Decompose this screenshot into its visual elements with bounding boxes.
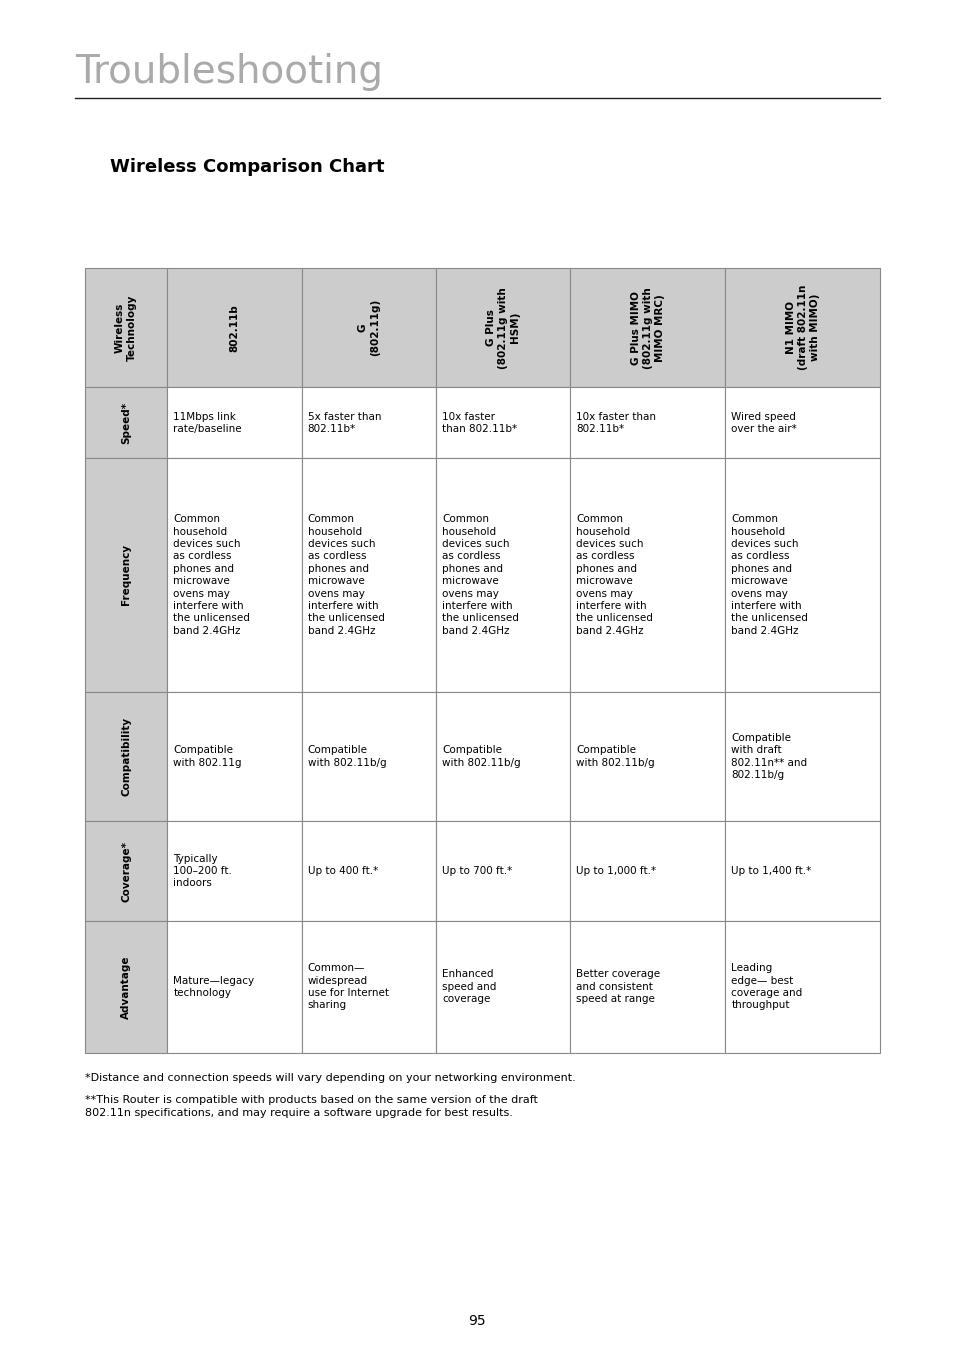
Bar bbox=[724, 822, 879, 921]
Text: Up to 1,000 ft.*: Up to 1,000 ft.* bbox=[576, 866, 656, 876]
Bar bbox=[167, 822, 301, 921]
Bar bbox=[85, 691, 167, 822]
Text: Compatible
with 802.11g: Compatible with 802.11g bbox=[173, 746, 241, 767]
Text: Up to 700 ft.*: Up to 700 ft.* bbox=[441, 866, 512, 876]
Text: Mature—legacy
technology: Mature—legacy technology bbox=[173, 976, 254, 998]
Text: 802.11b: 802.11b bbox=[230, 304, 239, 352]
Text: Typically
100–200 ft.
indoors: Typically 100–200 ft. indoors bbox=[173, 853, 232, 889]
Bar bbox=[724, 387, 879, 458]
Bar bbox=[85, 269, 167, 387]
Bar bbox=[301, 691, 436, 822]
Text: G Plus
(802.11g with
HSM): G Plus (802.11g with HSM) bbox=[486, 286, 519, 368]
Bar bbox=[301, 822, 436, 921]
Bar bbox=[436, 822, 570, 921]
Text: G
(802.11g): G (802.11g) bbox=[357, 298, 379, 356]
Bar bbox=[570, 921, 724, 1054]
Text: Wireless Comparison Chart: Wireless Comparison Chart bbox=[110, 158, 384, 176]
Bar bbox=[301, 921, 436, 1054]
Text: 11Mbps link
rate/baseline: 11Mbps link rate/baseline bbox=[173, 412, 242, 433]
Text: 5x faster than
802.11b*: 5x faster than 802.11b* bbox=[307, 412, 381, 433]
Bar bbox=[301, 458, 436, 691]
Bar bbox=[570, 691, 724, 822]
Bar bbox=[570, 822, 724, 921]
Bar bbox=[301, 387, 436, 458]
Text: Frequency: Frequency bbox=[121, 544, 131, 605]
Text: 95: 95 bbox=[468, 1314, 485, 1328]
Bar bbox=[570, 387, 724, 458]
Text: Common—
widespread
use for Internet
sharing: Common— widespread use for Internet shar… bbox=[307, 964, 388, 1010]
Bar bbox=[85, 387, 167, 458]
Text: Wireless
Technology: Wireless Technology bbox=[115, 294, 137, 361]
Bar bbox=[436, 921, 570, 1054]
Bar bbox=[724, 269, 879, 387]
Text: **This Router is compatible with products based on the same version of the draft: **This Router is compatible with product… bbox=[85, 1094, 537, 1118]
Bar bbox=[724, 691, 879, 822]
Text: G Plus MIMO
(802.11g with
MIMO MRC): G Plus MIMO (802.11g with MIMO MRC) bbox=[630, 286, 664, 368]
Text: Common
household
devices such
as cordless
phones and
microwave
ovens may
interfe: Common household devices such as cordles… bbox=[307, 514, 384, 635]
Text: Leading
edge— best
coverage and
throughput: Leading edge— best coverage and throughp… bbox=[731, 964, 801, 1010]
Bar bbox=[436, 269, 570, 387]
Bar bbox=[724, 458, 879, 691]
Text: Up to 400 ft.*: Up to 400 ft.* bbox=[307, 866, 377, 876]
Text: Up to 1,400 ft.*: Up to 1,400 ft.* bbox=[731, 866, 811, 876]
Text: Compatibility: Compatibility bbox=[121, 717, 131, 796]
Text: Speed*: Speed* bbox=[121, 402, 131, 444]
Bar bbox=[85, 921, 167, 1054]
Text: Compatible
with 802.11b/g: Compatible with 802.11b/g bbox=[307, 746, 386, 767]
Bar bbox=[436, 458, 570, 691]
Text: Troubleshooting: Troubleshooting bbox=[75, 53, 382, 91]
Text: *Distance and connection speeds will vary depending on your networking environme: *Distance and connection speeds will var… bbox=[85, 1073, 576, 1084]
Text: Advantage: Advantage bbox=[121, 955, 131, 1018]
Text: Common
household
devices such
as cordless
phones and
microwave
ovens may
interfe: Common household devices such as cordles… bbox=[576, 514, 653, 635]
Bar bbox=[570, 269, 724, 387]
Text: 10x faster
than 802.11b*: 10x faster than 802.11b* bbox=[441, 412, 517, 433]
Text: Common
household
devices such
as cordless
phones and
microwave
ovens may
interfe: Common household devices such as cordles… bbox=[731, 514, 807, 635]
Bar bbox=[167, 458, 301, 691]
Bar bbox=[167, 921, 301, 1054]
Text: 10x faster than
802.11b*: 10x faster than 802.11b* bbox=[576, 412, 656, 433]
Bar bbox=[724, 921, 879, 1054]
Bar bbox=[570, 458, 724, 691]
Text: Wired speed
over the air*: Wired speed over the air* bbox=[731, 412, 796, 433]
Text: Common
household
devices such
as cordless
phones and
microwave
ovens may
interfe: Common household devices such as cordles… bbox=[441, 514, 518, 635]
Text: Compatible
with 802.11b/g: Compatible with 802.11b/g bbox=[441, 746, 520, 767]
Text: Common
household
devices such
as cordless
phones and
microwave
ovens may
interfe: Common household devices such as cordles… bbox=[173, 514, 250, 635]
Text: Enhanced
speed and
coverage: Enhanced speed and coverage bbox=[441, 969, 496, 1005]
Bar bbox=[436, 691, 570, 822]
Text: Compatible
with draft
802.11n** and
802.11b/g: Compatible with draft 802.11n** and 802.… bbox=[731, 733, 806, 780]
Text: Better coverage
and consistent
speed at range: Better coverage and consistent speed at … bbox=[576, 969, 659, 1005]
Bar bbox=[301, 269, 436, 387]
Bar bbox=[167, 269, 301, 387]
Bar bbox=[436, 387, 570, 458]
Text: Coverage*: Coverage* bbox=[121, 841, 131, 901]
Bar bbox=[167, 387, 301, 458]
Bar bbox=[85, 822, 167, 921]
Text: Compatible
with 802.11b/g: Compatible with 802.11b/g bbox=[576, 746, 655, 767]
Bar bbox=[167, 691, 301, 822]
Bar bbox=[85, 458, 167, 691]
Text: N1 MIMO
(draft 802.11n
with MIMO): N1 MIMO (draft 802.11n with MIMO) bbox=[785, 285, 819, 371]
